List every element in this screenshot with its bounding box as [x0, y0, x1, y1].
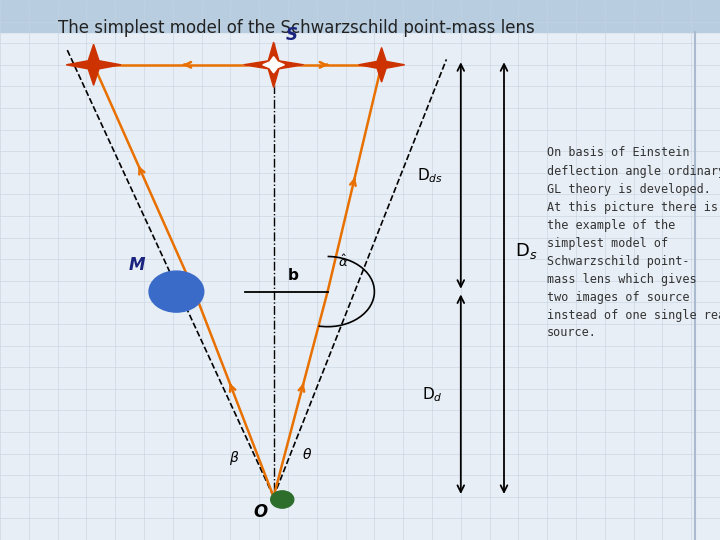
Circle shape [271, 491, 294, 508]
Text: D$_d$: D$_d$ [422, 385, 443, 403]
Text: S: S [286, 26, 297, 44]
Text: $\theta$: $\theta$ [302, 447, 312, 462]
Text: D$_s$: D$_s$ [515, 241, 537, 261]
Text: $\hat{\alpha}$: $\hat{\alpha}$ [338, 254, 349, 271]
Text: On basis of Einstein
deflection angle ordinary
GL theory is developed.
At this p: On basis of Einstein deflection angle or… [547, 146, 720, 340]
Text: b: b [288, 268, 299, 284]
Text: O: O [253, 503, 268, 521]
Text: $\beta$: $\beta$ [229, 449, 239, 467]
Polygon shape [66, 44, 121, 85]
Polygon shape [243, 42, 304, 87]
Text: The simplest model of the Schwarzschild point-mass lens: The simplest model of the Schwarzschild … [58, 19, 534, 37]
Polygon shape [243, 42, 304, 87]
Polygon shape [263, 57, 284, 73]
Bar [0, 0, 720, 32]
Circle shape [149, 271, 204, 312]
Polygon shape [359, 48, 405, 82]
Text: M: M [129, 256, 145, 274]
Text: D$_{ds}$: D$_{ds}$ [417, 166, 443, 185]
